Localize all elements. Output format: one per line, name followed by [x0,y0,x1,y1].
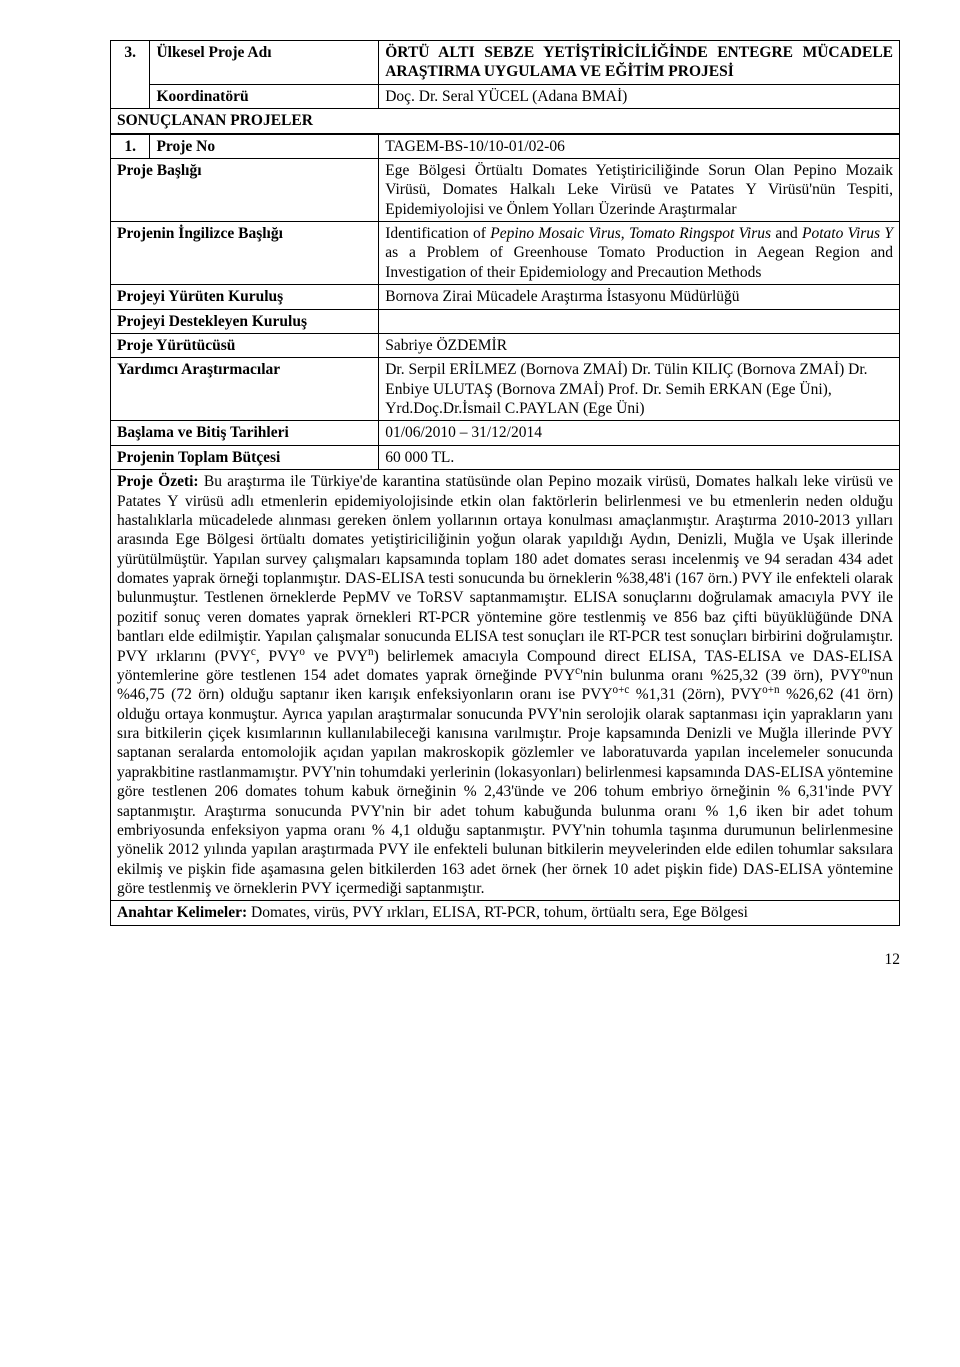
coordinator-label: Koordinatörü [150,84,379,108]
dates-value: 01/06/2010 – 31/12/2014 [379,421,900,445]
supporting-org-value [379,309,900,333]
english-title-value: Identification of Pepino Mosaic Virus, T… [379,222,900,285]
budget-value: 60 000 TL. [379,445,900,469]
executing-org-label: Projeyi Yürüten Kuruluş [111,285,379,309]
executing-org-value: Bornova Zirai Mücadele Araştırma İstasyo… [379,285,900,309]
dates-label: Başlama ve Bitiş Tarihleri [111,421,379,445]
english-title-label: Projenin İngilizce Başlığı [111,222,379,285]
project-header-table: 3. Ülkesel Proje Adı ÖRTÜ ALTI SEBZE YET… [110,40,900,134]
project-lead-label: Proje Yürütücüsü [111,333,379,357]
title-value: Ege Bölgesi Örtüaltı Domates Yetiştirici… [379,158,900,221]
co-researchers-label: Yardımcı Araştırmacılar [111,358,379,421]
abstract-cell: Proje Özeti: Bu araştırma ile Türkiye'de… [111,470,900,901]
project-no-label: Proje No [150,134,379,158]
project-no-value: TAGEM-BS-10/10-01/02-06 [379,134,900,158]
project-name-label: Ülkesel Proje Adı [150,41,379,85]
supporting-org-label: Projeyi Destekleyen Kuruluş [111,309,379,333]
co-researchers-value: Dr. Serpil ERİLMEZ (Bornova ZMAİ) Dr. Tü… [379,358,900,421]
keywords-label: Anahtar Kelimeler: [117,904,247,921]
keywords-cell: Anahtar Kelimeler: Domates, virüs, PVY ı… [111,901,900,925]
project-lead-value: Sabriye ÖZDEMİR [379,333,900,357]
project-metadata-table: 1. Proje No TAGEM-BS-10/10-01/02-06 Proj… [110,134,900,926]
abstract-text: Bu araştırma ile Türkiye'de karantina st… [117,473,893,897]
page-number: 12 [110,950,900,969]
title-label: Proje Başlığı [111,158,379,221]
header-number: 3. [111,41,150,109]
meta-number: 1. [111,134,150,158]
concluded-projects-heading: SONUÇLANAN PROJELER [111,109,900,133]
coordinator-value: Doç. Dr. Seral YÜCEL (Adana BMAİ) [379,84,900,108]
abstract-label: Proje Özeti: [117,473,199,490]
keywords-value: Domates, virüs, PVY ırkları, ELISA, RT-P… [251,904,748,921]
project-name-value: ÖRTÜ ALTI SEBZE YETİŞTİRİCİLİĞİNDE ENTEG… [379,41,900,85]
budget-label: Projenin Toplam Bütçesi [111,445,379,469]
